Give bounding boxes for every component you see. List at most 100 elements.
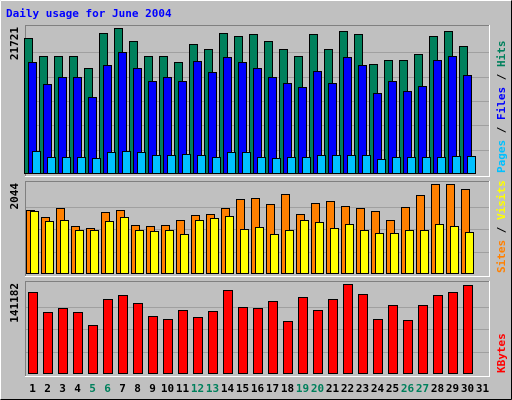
- bar-kbytes-day-8: [133, 303, 143, 374]
- panel-max-label: 141182: [8, 283, 21, 323]
- bar-visits-day-12: [195, 220, 204, 274]
- x-tick-label: 30: [461, 382, 474, 395]
- legend-item: /: [495, 120, 508, 140]
- bar-pages-day-12: [197, 155, 206, 174]
- bar-kbytes-day-13: [208, 311, 218, 374]
- legend-item: /: [495, 67, 508, 87]
- bar-visits-day-20: [315, 222, 324, 274]
- bar-pages-day-24: [377, 159, 386, 174]
- bar-pages-day-11: [182, 154, 191, 174]
- bar-pages-day-7: [122, 151, 131, 174]
- bar-pages-day-16: [257, 157, 266, 174]
- x-tick-label: 23: [356, 382, 369, 395]
- bar-kbytes-day-15: [238, 307, 248, 374]
- bar-kbytes-day-18: [283, 321, 293, 374]
- x-tick-label: 19: [296, 382, 309, 395]
- x-tick-label: 27: [416, 382, 429, 395]
- bar-pages-day-30: [467, 156, 476, 174]
- series-visits: [30, 211, 474, 274]
- panel-legend: Pages / Files / Hits: [495, 41, 508, 174]
- bar-visits-day-25: [390, 233, 399, 274]
- x-tick-label: 17: [266, 382, 279, 395]
- x-tick-label: 1: [29, 382, 36, 395]
- x-tick-label: 10: [161, 382, 174, 395]
- x-tick-label: 11: [176, 382, 190, 395]
- bar-kbytes-day-6: [103, 299, 113, 374]
- x-tick-label: 14: [221, 382, 235, 395]
- legend-item: Visits: [495, 180, 508, 220]
- bar-visits-day-6: [105, 221, 114, 274]
- panel-hits-files-pages: 21721 Pages / Files / Hits: [8, 25, 508, 177]
- bar-visits-day-8: [135, 230, 144, 274]
- x-tick-label: 21: [326, 382, 340, 395]
- bar-kbytes-day-29: [448, 292, 458, 374]
- panel-max-label: 21721: [8, 27, 21, 60]
- bar-pages-day-27: [422, 157, 431, 174]
- bar-kbytes-day-30: [463, 285, 473, 374]
- x-tick-label: 28: [431, 382, 444, 395]
- bar-kbytes-day-17: [268, 301, 278, 374]
- legend-item: Files: [495, 87, 508, 120]
- x-tick-label: 16: [251, 382, 265, 395]
- x-axis-day-labels: 1 2 3 4 5 6 7 8 9 10 11 12 13 14 15 16 17 18 19 20 21 22 23 24 2…: [29, 382, 489, 395]
- x-tick-label: 24: [371, 382, 385, 395]
- panel-legend: KBytes: [495, 333, 508, 373]
- bar-visits-day-30: [465, 232, 474, 274]
- series-pages: [32, 151, 476, 174]
- bar-pages-day-29: [452, 156, 461, 174]
- bar-visits-day-10: [165, 230, 174, 274]
- bar-kbytes-day-20: [313, 310, 323, 374]
- bar-kbytes-day-5: [88, 325, 98, 374]
- x-tick-label: 6: [104, 382, 111, 395]
- legend-item: /: [495, 220, 508, 240]
- bar-visits-day-28: [435, 224, 444, 274]
- bar-pages-day-5: [92, 158, 101, 174]
- legend-item: Sites: [495, 240, 508, 273]
- bar-pages-day-14: [227, 152, 236, 174]
- x-tick-label: 8: [134, 382, 141, 395]
- bar-kbytes-day-21: [328, 299, 338, 374]
- bar-pages-day-26: [407, 157, 416, 174]
- bar-files-day-28: [433, 60, 442, 174]
- x-tick-label: 2: [44, 382, 51, 395]
- legend-item: Hits: [495, 41, 508, 68]
- chart-panels: 21721 Pages / Files / Hits 2044 Sites / Vis…: [8, 25, 508, 377]
- panel-legend: Sites / Visits: [495, 180, 508, 273]
- bar-pages-day-1: [32, 151, 41, 174]
- bar-kbytes-day-26: [403, 320, 413, 374]
- x-tick-label: 18: [281, 382, 294, 395]
- bar-kbytes-day-14: [223, 290, 233, 374]
- bar-visits-day-29: [450, 226, 459, 274]
- bar-pages-day-20: [317, 155, 326, 174]
- bar-visits-day-7: [120, 217, 129, 274]
- panel-max-label: 2044: [8, 183, 21, 210]
- bar-pages-day-3: [62, 157, 71, 174]
- x-tick-label: 20: [311, 382, 324, 395]
- bar-kbytes-day-1: [28, 292, 38, 374]
- x-tick-label: 31: [476, 382, 490, 395]
- bar-kbytes-day-23: [358, 294, 368, 374]
- bar-visits-day-11: [180, 234, 189, 274]
- x-tick-label: 4: [74, 382, 81, 395]
- x-tick-label: 15: [236, 382, 249, 395]
- bar-visits-day-19: [300, 220, 309, 274]
- bar-kbytes-day-16: [253, 308, 263, 374]
- series-files: [28, 52, 472, 174]
- bar-pages-day-25: [392, 157, 401, 174]
- x-tick-label: 5: [89, 382, 96, 395]
- bar-visits-day-2: [45, 221, 54, 274]
- bar-pages-day-4: [77, 157, 86, 174]
- bar-kbytes-day-19: [298, 297, 308, 374]
- bar-files-day-29: [448, 56, 457, 174]
- bar-kbytes-day-3: [58, 308, 68, 374]
- bar-kbytes-day-2: [43, 312, 53, 374]
- bar-visits-day-5: [90, 230, 99, 274]
- x-tick-label: 22: [341, 382, 354, 395]
- x-tick-label: 9: [149, 382, 156, 395]
- legend-item: KBytes: [495, 333, 508, 373]
- bar-pages-day-13: [212, 157, 221, 174]
- bar-kbytes-day-11: [178, 310, 188, 374]
- bar-pages-day-15: [242, 152, 251, 174]
- bar-visits-day-24: [375, 233, 384, 274]
